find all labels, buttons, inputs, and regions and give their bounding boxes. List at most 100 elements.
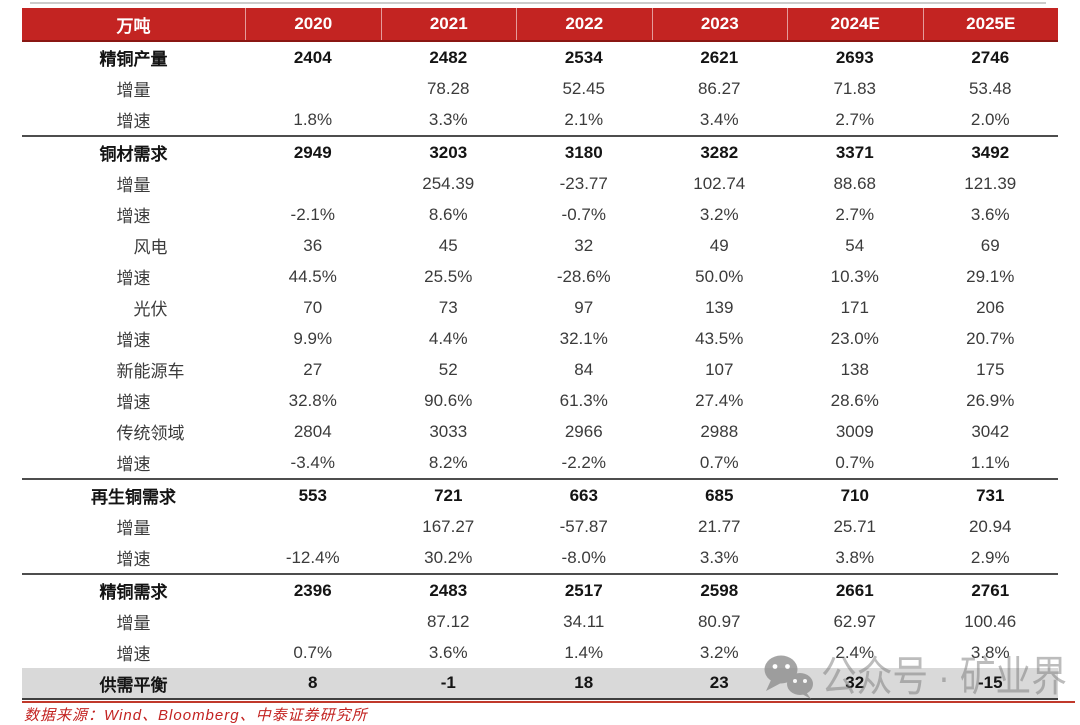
value-cell: 29.1% — [966, 266, 1015, 286]
value-cell: 0.7% — [835, 452, 875, 472]
table-bottom-red-line — [22, 701, 1075, 703]
row-label: 光伏 — [133, 300, 168, 319]
value-cell: 685 — [705, 485, 734, 505]
value-cell: 18 — [574, 673, 594, 692]
value-cell: 1.8% — [293, 109, 333, 129]
value-cell: 138 — [840, 359, 869, 379]
value-cell: 10.3% — [830, 266, 879, 286]
column-header: 2022 — [517, 8, 653, 40]
value-cell: -2.2% — [561, 452, 606, 472]
table-row: 新能源车 27 52 84 107 138 175 — [22, 354, 1058, 385]
row-label: 精铜需求 — [99, 583, 168, 602]
value-cell: 84 — [574, 359, 594, 379]
table-row: 增速 44.5% 25.5% -28.6% 50.0% 10.3% 29.1% — [22, 261, 1058, 292]
value-cell: 34.11 — [563, 611, 605, 631]
table-row: 精铜产量 2404 2482 2534 2621 2693 2746 — [22, 42, 1058, 73]
row-label: 增量 — [116, 81, 151, 100]
section-divider — [22, 135, 1058, 137]
value-cell: 3.3% — [428, 109, 468, 129]
value-cell: 167.27 — [422, 516, 475, 536]
column-header: 2025E — [966, 14, 1016, 33]
value-cell: 88.68 — [833, 173, 877, 193]
value-cell: 71.83 — [833, 78, 877, 98]
table-row: 增量 167.27 -57.87 21.77 25.71 20.94 — [22, 511, 1058, 542]
value-cell: -57.87 — [559, 516, 608, 536]
row-label: 增速 — [116, 269, 151, 288]
value-cell: 2.1% — [564, 109, 604, 129]
value-cell: 20.94 — [968, 516, 1012, 536]
value-cell: 2482 — [429, 47, 468, 67]
table-row: 铜材需求 2949 3203 3180 3282 3371 3492 — [22, 137, 1058, 168]
value-cell: 3.3% — [699, 547, 739, 567]
value-cell: 20.7% — [966, 328, 1015, 348]
value-cell: -23.77 — [559, 173, 608, 193]
value-cell: 3180 — [564, 142, 603, 162]
value-cell: 97 — [574, 297, 594, 317]
value-cell: 52 — [438, 359, 458, 379]
value-cell: 23 — [709, 673, 729, 692]
value-cell: 3371 — [835, 142, 874, 162]
column-header: 2020 — [246, 8, 382, 40]
value-cell: 27 — [303, 359, 323, 379]
value-cell: 36 — [303, 235, 323, 255]
value-cell: 0.7% — [293, 642, 333, 662]
value-cell: 69 — [980, 235, 1000, 255]
value-cell: 1.4% — [564, 642, 604, 662]
value-cell: 254.39 — [422, 173, 475, 193]
top-divider — [30, 2, 1046, 4]
row-label: 再生铜需求 — [91, 488, 176, 507]
value-cell: 3.8% — [970, 642, 1010, 662]
table-row: 增速 9.9% 4.4% 32.1% 43.5% 23.0% 20.7% — [22, 323, 1058, 354]
value-cell: 30.2% — [424, 547, 473, 567]
table-row: 增速 32.8% 90.6% 61.3% 27.4% 28.6% 26.9% — [22, 385, 1058, 416]
value-cell: 721 — [434, 485, 463, 505]
value-cell: 2598 — [700, 580, 739, 600]
table-row: 增速 -2.1% 8.6% -0.7% 3.2% 2.7% 3.6% — [22, 199, 1058, 230]
value-cell: 3.2% — [699, 642, 739, 662]
value-cell: 3.8% — [835, 547, 875, 567]
value-cell: 73 — [438, 297, 458, 317]
value-cell: 4.4% — [428, 328, 468, 348]
value-cell: 2404 — [293, 47, 332, 67]
value-cell: 2621 — [700, 47, 739, 67]
column-header-unit: 万吨 — [22, 8, 246, 40]
value-cell: -28.6% — [556, 266, 611, 286]
row-label: 增速 — [116, 645, 151, 664]
row-label: 铜材需求 — [99, 145, 168, 164]
value-cell: -3.4% — [290, 452, 335, 472]
value-cell: 90.6% — [424, 390, 473, 410]
row-label: 增量 — [116, 519, 151, 538]
column-header: 2021 — [382, 8, 517, 40]
value-cell: 175 — [976, 359, 1005, 379]
data-table: 万吨 2020 2021 2022 2023 2024E 2025E 精铜产量 2404 248… — [22, 8, 1075, 703]
value-cell: 28.6% — [830, 390, 879, 410]
value-cell: 70 — [303, 297, 323, 317]
value-cell: 3203 — [429, 142, 468, 162]
value-cell: 102.74 — [693, 173, 746, 193]
value-cell: -12.4% — [285, 547, 340, 567]
value-cell: 50.0% — [695, 266, 744, 286]
table-row: 增速 0.7% 3.6% 1.4% 3.2% 2.4% 3.8% — [22, 637, 1058, 668]
value-cell: -15 — [977, 673, 1003, 692]
value-cell: 107 — [705, 359, 734, 379]
row-label: 新能源车 — [116, 362, 185, 381]
value-cell: 3282 — [700, 142, 739, 162]
value-cell: 78.28 — [426, 78, 470, 98]
section-divider — [22, 478, 1058, 480]
table-row: 风电 36 45 32 49 54 69 — [22, 230, 1058, 261]
value-cell: 3.4% — [699, 109, 739, 129]
table-body: 精铜产量 2404 2482 2534 2621 2693 2746 增量 78.28 52.45… — [22, 42, 1058, 698]
table-row: 增速 1.8% 3.3% 2.1% 3.4% 2.7% 2.0% — [22, 104, 1058, 135]
value-cell: 3492 — [971, 142, 1010, 162]
value-cell: 21.77 — [697, 516, 741, 536]
row-label: 增速 — [116, 550, 151, 569]
table-row: 增速 -3.4% 8.2% -2.2% 0.7% 0.7% 1.1% — [22, 447, 1058, 478]
value-cell: 2988 — [700, 421, 739, 441]
table-row: 增量 254.39 -23.77 102.74 88.68 121.39 — [22, 168, 1058, 199]
value-cell: 2693 — [835, 47, 874, 67]
column-header: 2024E — [788, 8, 924, 40]
table-bottom-border — [22, 698, 1058, 700]
value-cell: 2483 — [429, 580, 468, 600]
value-cell: 80.97 — [697, 611, 741, 631]
value-cell: 3042 — [971, 421, 1010, 441]
